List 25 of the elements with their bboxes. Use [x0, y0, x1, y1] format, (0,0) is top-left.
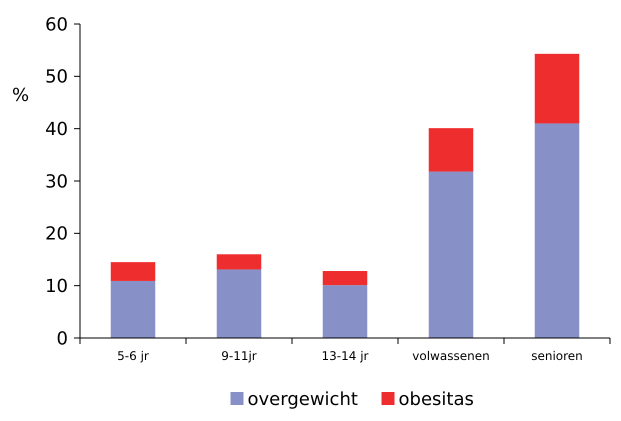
bar: [322, 285, 368, 338]
legend-label: obesitas: [398, 389, 474, 410]
bar: [322, 271, 368, 286]
bar: [110, 262, 156, 281]
y-tick-label: 20: [45, 224, 68, 245]
bar: [216, 269, 262, 338]
y-tick-label: 60: [45, 14, 68, 36]
bar: [428, 172, 474, 338]
x-tick-label: volwassenen: [412, 349, 490, 363]
x-tick-label: 13-14 jr: [322, 349, 369, 363]
x-tick-label: 5-6 jr: [117, 349, 149, 363]
bar: [534, 54, 580, 124]
y-tick-label: 30: [45, 171, 68, 192]
bar: [110, 280, 156, 338]
x-tick-label: 9-11jr: [221, 349, 257, 363]
x-tick-label: senioren: [531, 349, 583, 363]
legend-label: overgewicht: [248, 389, 358, 410]
bar: [216, 254, 262, 270]
y-axis-title: %: [12, 85, 30, 106]
y-tick-label: 0: [56, 328, 68, 350]
bar: [428, 128, 474, 172]
bar: [534, 123, 580, 338]
y-tick-label: 40: [45, 118, 68, 140]
y-tick-label: 10: [45, 276, 68, 297]
y-tick-label: 50: [45, 66, 68, 88]
